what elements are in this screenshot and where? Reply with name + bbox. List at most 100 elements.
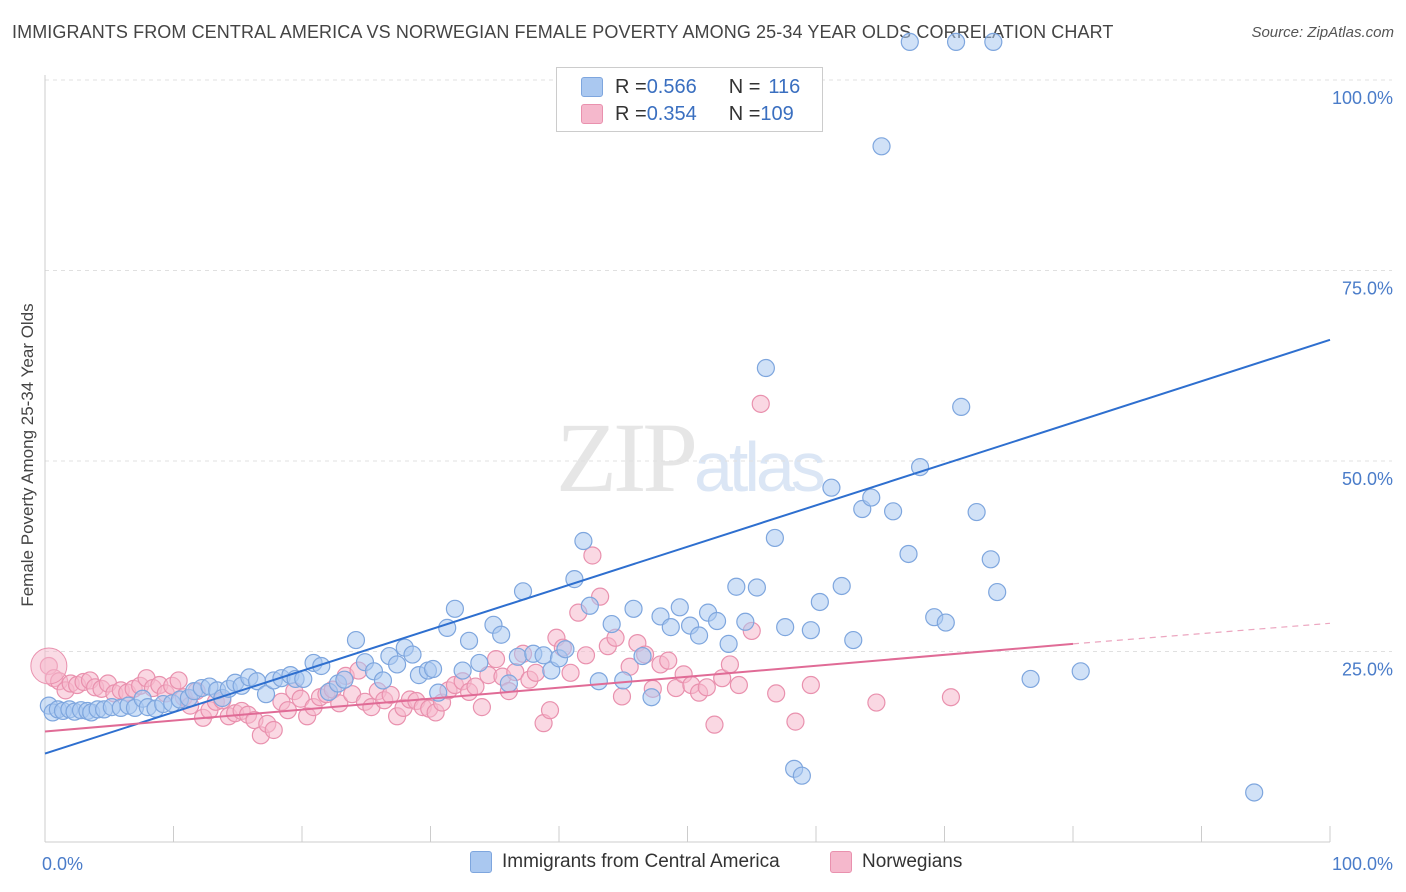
central-america-point xyxy=(936,613,955,632)
correlation-legend: R = 0.566 N = 116 R = 0.354 N = 109 xyxy=(556,67,823,132)
norwegians-point xyxy=(612,687,632,706)
central-america-point xyxy=(556,640,575,659)
norwegians-point xyxy=(729,675,749,695)
central-america-point xyxy=(747,578,766,597)
central-america-point xyxy=(614,671,633,690)
central-america-point xyxy=(387,655,407,674)
norwegians-point xyxy=(786,712,805,731)
legend-blue-n-label: N = xyxy=(728,75,761,98)
central-america-point xyxy=(312,656,331,676)
central-america-point xyxy=(508,647,527,666)
central-america-point xyxy=(642,688,661,707)
trend-lines xyxy=(44,338,1331,755)
norwegians-point xyxy=(486,650,506,669)
central-america-point xyxy=(981,550,1000,569)
central-america-point xyxy=(719,634,738,653)
central-america-point xyxy=(756,358,775,378)
norwegians-trend-line xyxy=(44,642,1074,733)
y-tick-label: 25.0% xyxy=(1342,660,1393,680)
central-america-point xyxy=(776,618,795,637)
tick-labels: 25.0% 50.0% 75.0% 100.0% 0.0% 100.0% xyxy=(42,88,1393,874)
central-america-point xyxy=(574,531,593,551)
legend-pink-n-value: 109 xyxy=(760,102,794,125)
norwegians-point xyxy=(264,720,283,740)
norwegians-point xyxy=(767,684,786,703)
legend-pink-swatch xyxy=(830,851,852,873)
watermark: ZIPatlas xyxy=(556,400,826,515)
central-america-point xyxy=(534,646,553,665)
x-tick-label-end: 100.0% xyxy=(1332,854,1393,874)
central-america-point xyxy=(459,631,479,650)
norwegians-point xyxy=(867,693,886,712)
central-america-point xyxy=(346,630,366,650)
norwegians-point xyxy=(801,675,820,695)
central-america-point xyxy=(792,766,811,785)
central-america-point xyxy=(689,626,709,645)
chart-title: IMMIGRANTS FROM CENTRAL AMERICA VS NORWE… xyxy=(12,22,1114,42)
source-credit: Source: ZipAtlas.com xyxy=(1251,24,1394,41)
central-america-point xyxy=(661,618,680,637)
central-america-point xyxy=(445,599,465,618)
pink-swatch xyxy=(581,104,603,124)
norwegians-point xyxy=(381,685,400,705)
central-america-point xyxy=(1245,783,1264,802)
central-america-point xyxy=(589,672,608,691)
norwegians-points xyxy=(30,394,961,745)
norwegians-point-large xyxy=(30,647,68,685)
central-america-point xyxy=(736,612,755,631)
central-america-point xyxy=(453,661,472,680)
norwegians-point xyxy=(720,655,740,674)
central-america-point xyxy=(470,653,489,673)
legend-row-blue: R = 0.566 N = 116 xyxy=(581,74,800,100)
central-america-point xyxy=(967,502,986,522)
norwegians-point xyxy=(751,394,770,413)
norwegians-point xyxy=(705,715,724,734)
central-america-point xyxy=(832,576,851,596)
central-america-point xyxy=(565,570,584,589)
legend-item-central-america: Immigrants from Central America xyxy=(470,851,780,873)
central-america-point xyxy=(423,659,443,679)
central-america-point xyxy=(801,621,820,640)
y-tick-label: 100.0% xyxy=(1332,88,1393,108)
norwegians-trend-extension xyxy=(1072,622,1331,645)
grid-layer xyxy=(45,79,1392,652)
central-america-point xyxy=(899,544,918,564)
central-america-point xyxy=(670,598,689,617)
legend-pink-r-value: 0.354 xyxy=(646,102,697,125)
norwegians-point xyxy=(169,671,188,690)
y-tick-label: 75.0% xyxy=(1342,279,1393,299)
central-america-point xyxy=(602,614,621,634)
norwegians-point xyxy=(697,678,716,697)
central-america-point xyxy=(946,32,966,52)
legend-item-norwegians: Norwegians xyxy=(830,851,962,873)
norwegians-point xyxy=(576,646,596,665)
central-america-point xyxy=(373,671,393,690)
central-america-point xyxy=(403,645,422,664)
central-america-point xyxy=(624,599,643,618)
norwegians-point xyxy=(659,651,678,670)
watermark-zip: ZIP xyxy=(556,402,698,513)
norwegians-point xyxy=(583,546,602,565)
central-america-point xyxy=(499,674,518,693)
central-america-point xyxy=(1071,662,1090,681)
legend-blue-r-value: 0.566 xyxy=(646,75,697,98)
central-america-point xyxy=(883,502,903,521)
norwegians-point xyxy=(941,688,961,707)
legend-blue-r-label: R = xyxy=(615,75,647,98)
central-america-point xyxy=(822,478,841,497)
watermark-atlas: atlas xyxy=(694,428,826,506)
norwegians-point xyxy=(540,701,560,720)
norwegians-point xyxy=(472,698,491,717)
central-america-point xyxy=(256,685,276,704)
legend-blue-n-value: 116 xyxy=(768,75,801,98)
legend-blue-label: Immigrants from Central America xyxy=(502,851,780,872)
central-america-point xyxy=(844,630,863,650)
blue-swatch xyxy=(581,77,603,97)
central-america-point xyxy=(1021,669,1040,689)
y-tick-label: 50.0% xyxy=(1342,469,1393,489)
central-america-point xyxy=(492,625,511,644)
legend-blue-swatch xyxy=(470,851,492,873)
legend-row-pink: R = 0.354 N = 109 xyxy=(581,101,794,127)
central-america-point xyxy=(727,577,746,596)
